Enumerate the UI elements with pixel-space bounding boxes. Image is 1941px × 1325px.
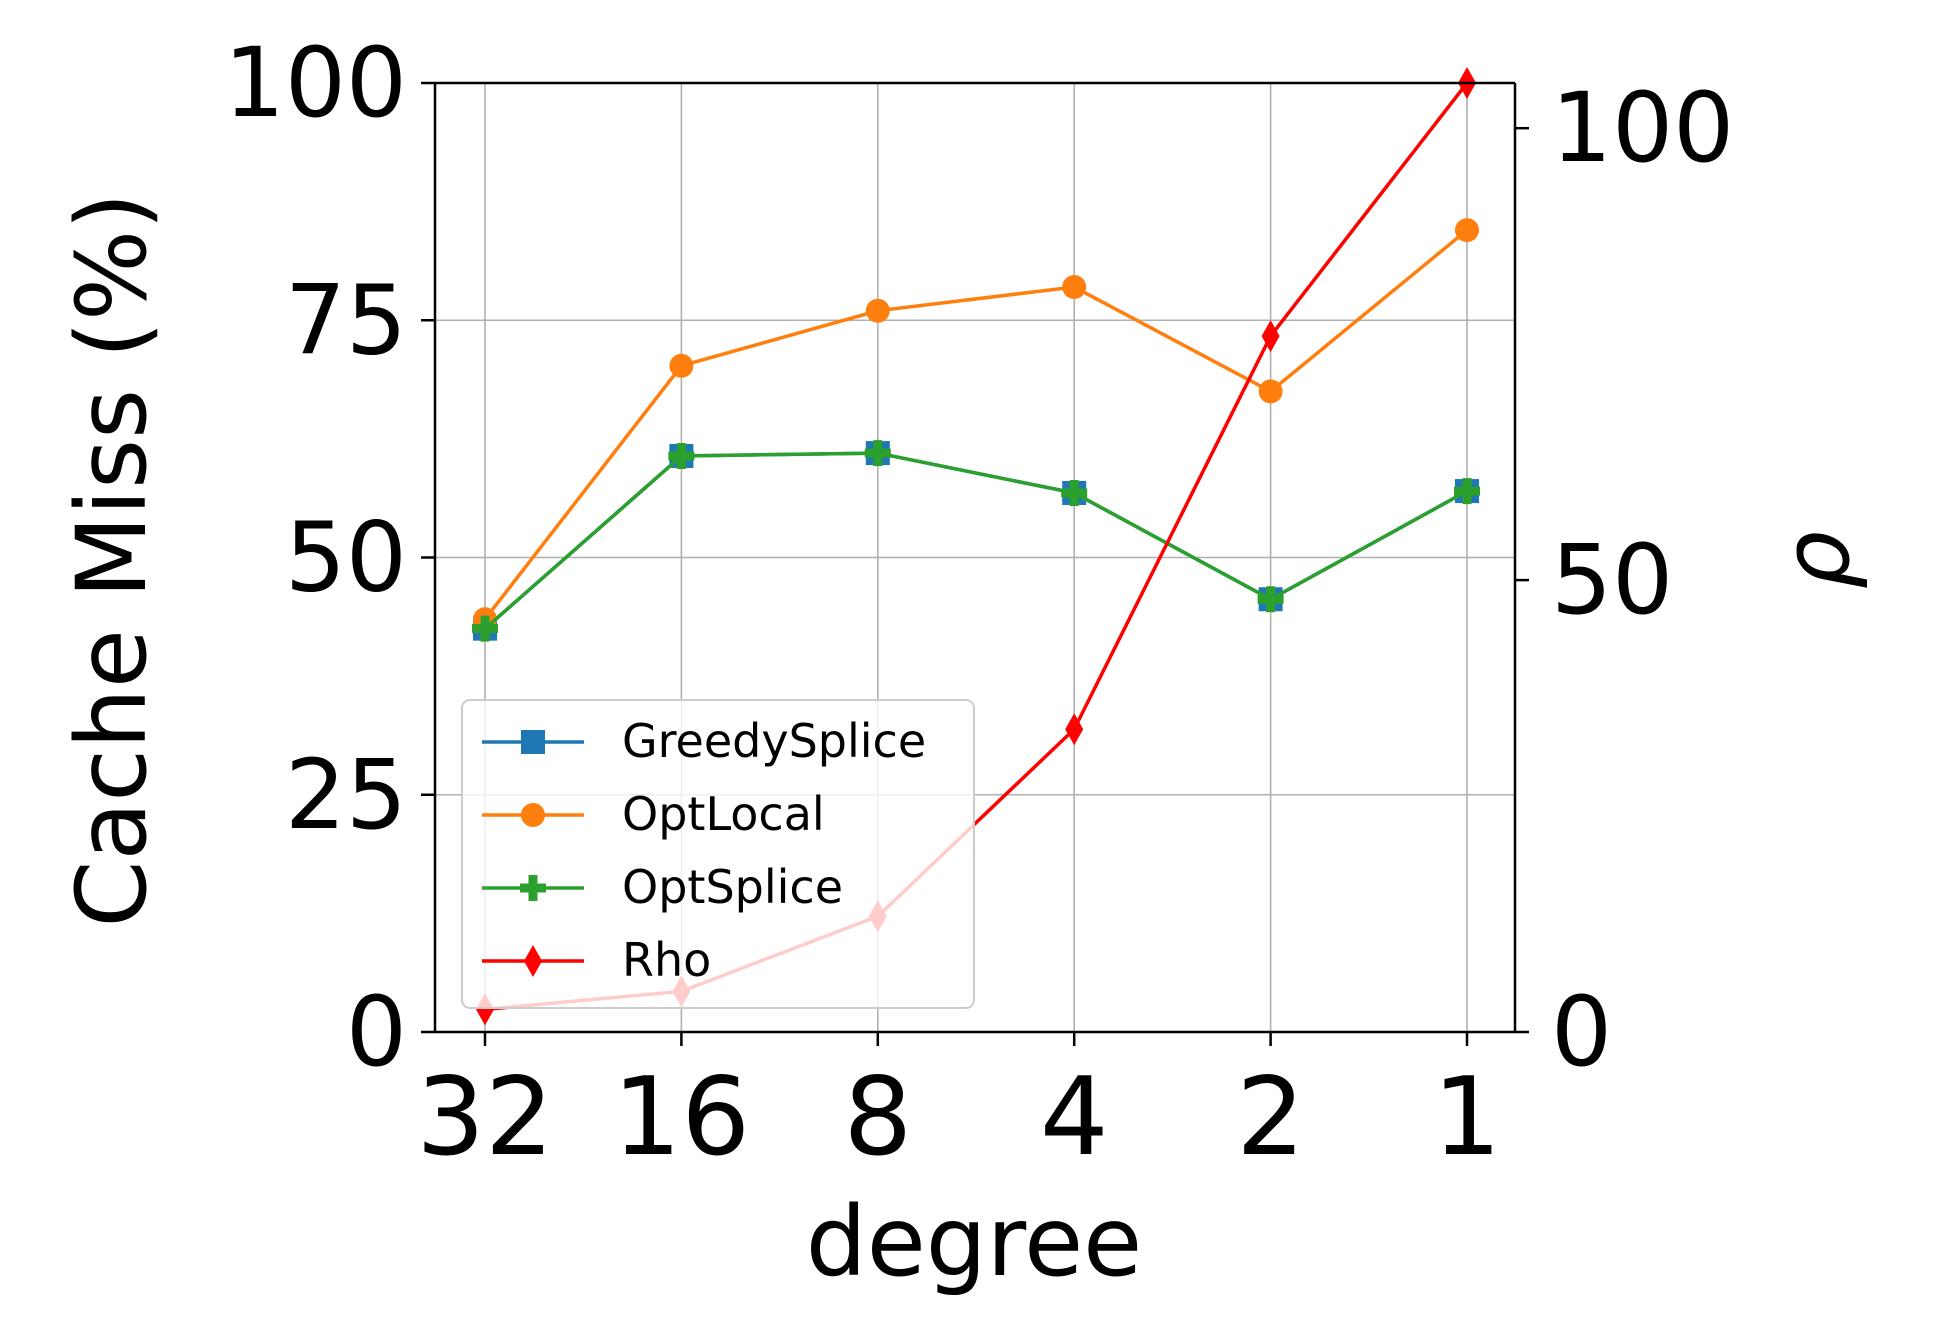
legend-marker-optsplice [520,875,546,901]
y-tick-label: 25 [285,739,407,851]
y-tick-label: 75 [285,264,407,376]
y-tick-label: 0 [346,976,407,1088]
data-point-optlocal [1258,379,1283,404]
x-axis-label: degree [806,1186,1142,1298]
x-tick-label: 16 [613,1055,750,1180]
data-point-rho [1261,320,1280,353]
data-point-optlocal [1062,275,1087,300]
data-point-optsplice [1061,479,1088,506]
data-point-optlocal [1455,218,1479,243]
data-point-optsplice [1257,586,1284,613]
x-tick-label: 32 [416,1055,553,1180]
y2-axis-label: ρ [1763,531,1870,589]
data-point-rho [1065,713,1084,746]
x-tick-label: 4 [1040,1055,1109,1180]
axes: 0 25 50 75 100 0 50 100 32 16 8 4 2 1 [224,27,1734,1180]
y-tick-label: 50 [285,502,407,614]
legend-marker-optlocal [521,803,545,827]
data-point-optlocal [669,353,694,378]
y-tick-label: 100 [224,27,407,139]
data-point-optlocal [865,298,890,323]
data-point-optsplice [1454,478,1480,505]
series-line-optsplice [483,451,1468,630]
legend-label-rho: Rho [622,933,711,987]
data-point-optsplice [668,442,695,469]
legend-box [461,699,975,1009]
series-line-optlocal [483,228,1469,621]
series-layer [472,67,1480,1026]
x-tick-label: 1 [1433,1055,1502,1180]
x-tick-label: 2 [1236,1055,1305,1180]
legend-marker-rho [524,945,542,977]
data-point-optsplice [864,440,891,467]
y2-tick-label: 100 [1551,72,1734,184]
x-tick-label: 8 [843,1055,912,1180]
legend-label-optsplice: OptSplice [622,860,843,914]
series-line-greedysplice [483,451,1468,630]
y2-tick-label: 0 [1551,976,1612,1088]
y-axis-label: Cache Miss (%) [56,192,168,927]
legend-label-greedysplice: GreedySplice [622,714,926,768]
legend: GreedySplice OptLocal OptSplice Rho [461,699,975,1009]
legend-label-optlocal: OptLocal [622,787,825,841]
legend-marker-greedysplice [521,730,545,754]
y2-tick-label: 50 [1551,524,1673,636]
data-point-optsplice [472,615,498,642]
